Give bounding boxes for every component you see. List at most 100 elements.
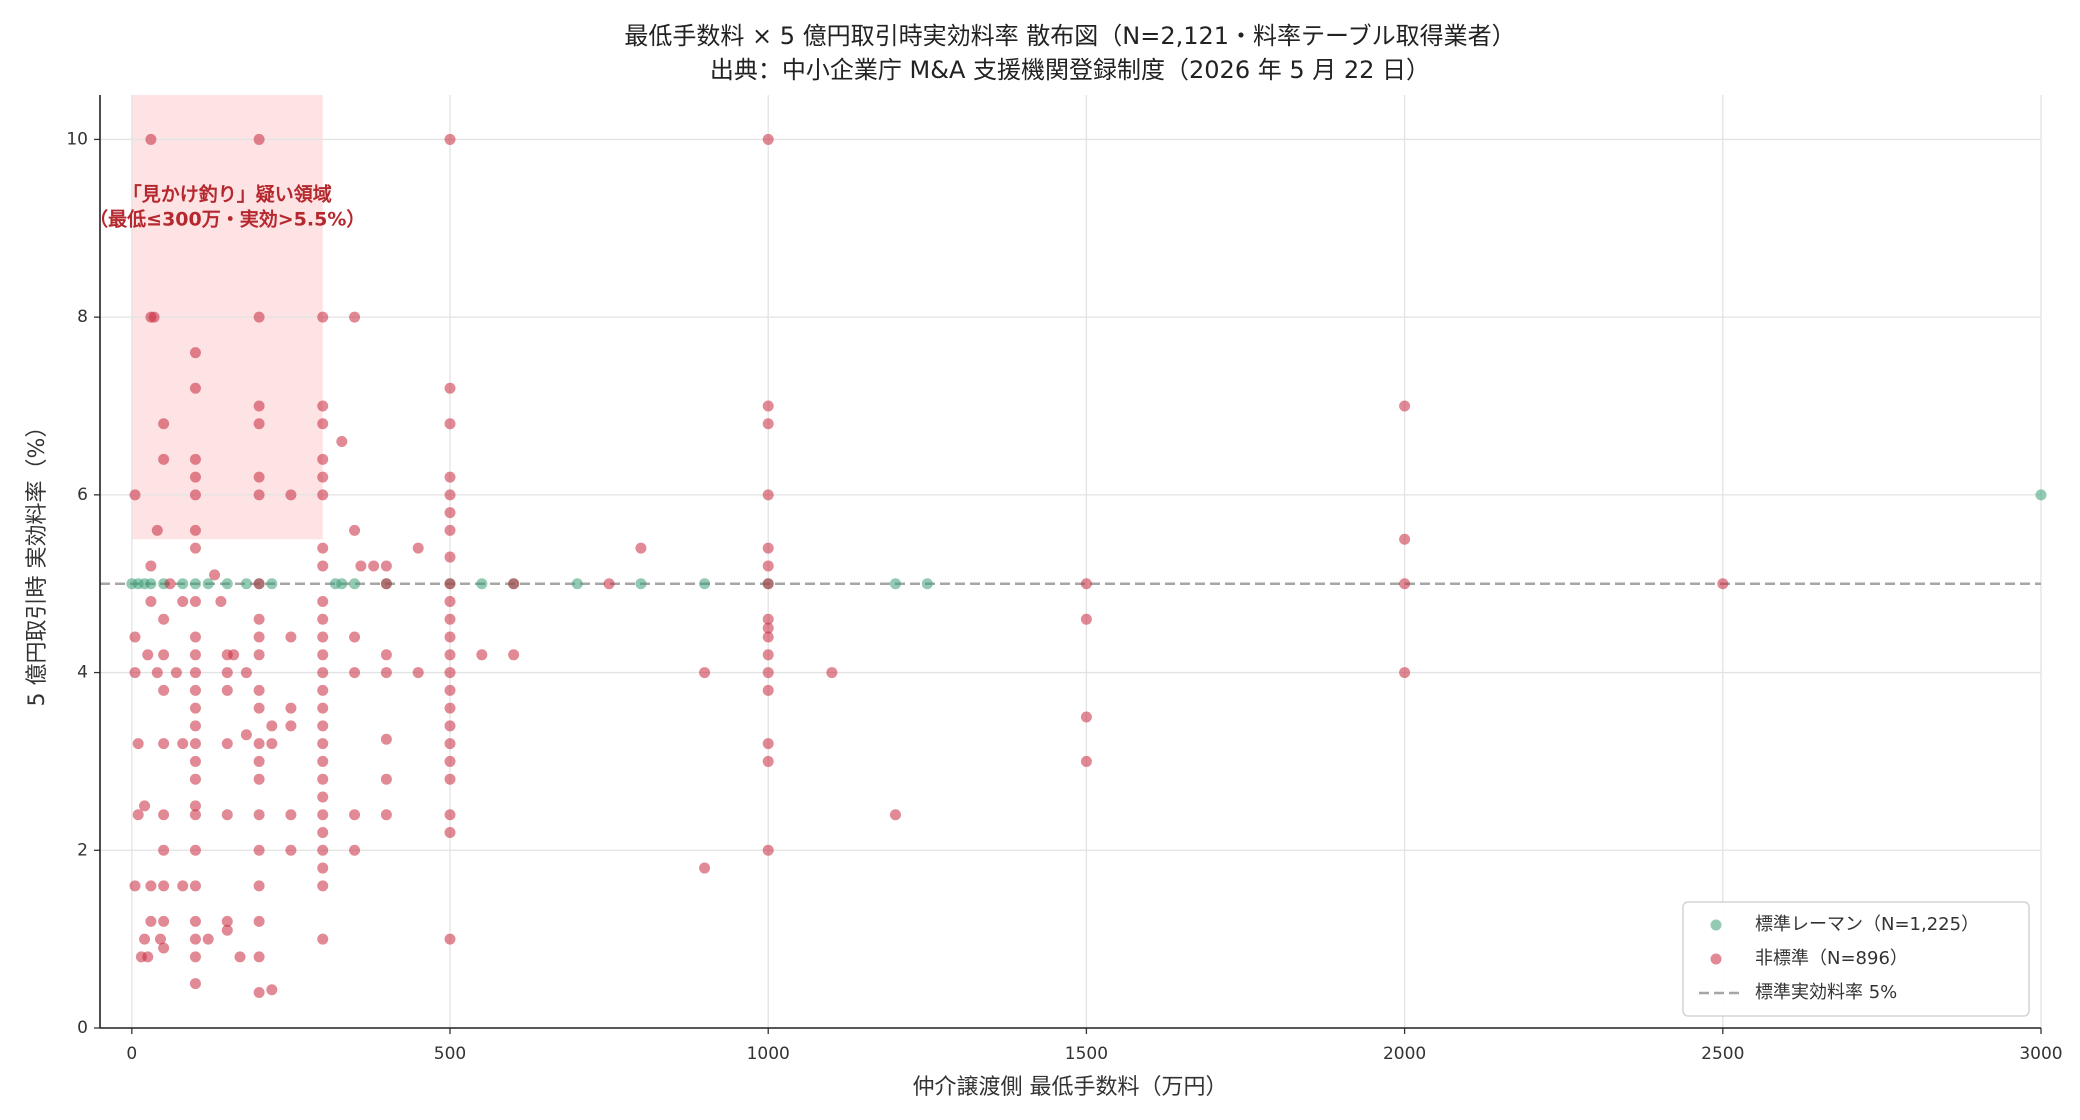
data-point: [444, 418, 456, 430]
data-point: [189, 542, 201, 554]
data-point: [215, 595, 227, 607]
data-point: [158, 649, 170, 661]
data-point: [635, 542, 647, 554]
data-point: [412, 667, 424, 679]
data-point: [253, 631, 265, 643]
data-point: [349, 631, 361, 643]
data-point: [476, 649, 488, 661]
data-point: [412, 542, 424, 554]
data-point: [1080, 613, 1092, 625]
data-point: [476, 578, 488, 590]
data-point: [158, 880, 170, 892]
data-point: [826, 667, 838, 679]
data-point: [189, 880, 201, 892]
data-point: [253, 684, 265, 696]
data-point: [762, 489, 774, 501]
data-point: [762, 684, 774, 696]
data-point: [317, 862, 329, 874]
data-point: [380, 667, 392, 679]
data-point: [380, 560, 392, 572]
data-point: [189, 755, 201, 767]
data-point: [221, 924, 233, 936]
x-axis-label: 仲介譲渡側 最低手数料（万円）: [913, 1075, 1228, 1100]
data-point: [1399, 533, 1411, 545]
data-point: [444, 933, 456, 945]
data-point: [253, 578, 265, 590]
data-point: [145, 595, 157, 607]
data-point: [129, 667, 141, 679]
data-point: [240, 667, 252, 679]
data-point: [317, 453, 329, 465]
data-point: [444, 133, 456, 145]
data-point: [317, 738, 329, 750]
data-point: [151, 524, 163, 536]
data-point: [285, 702, 297, 714]
data-point: [132, 809, 144, 821]
data-point: [253, 880, 265, 892]
legend-marker: [1710, 919, 1722, 931]
data-point: [189, 720, 201, 732]
data-point: [762, 542, 774, 554]
y-tick-label: 6: [77, 485, 88, 505]
data-point: [699, 667, 711, 679]
data-point: [189, 471, 201, 483]
data-point: [189, 578, 201, 590]
data-point: [189, 667, 201, 679]
data-point: [189, 649, 201, 661]
data-point: [253, 613, 265, 625]
data-point: [189, 773, 201, 785]
data-point: [266, 578, 278, 590]
data-point: [317, 880, 329, 892]
data-point: [285, 844, 297, 856]
data-point: [253, 418, 265, 430]
data-point: [349, 844, 361, 856]
data-point: [145, 133, 157, 145]
x-tick-label: 1000: [747, 1044, 790, 1064]
data-point: [253, 311, 265, 323]
data-point: [317, 667, 329, 679]
data-point: [380, 733, 392, 745]
data-point: [285, 631, 297, 643]
data-point: [444, 631, 456, 643]
data-point: [189, 844, 201, 856]
data-point: [253, 844, 265, 856]
data-point: [202, 578, 214, 590]
data-point: [253, 809, 265, 821]
data-point: [189, 382, 201, 394]
data-point: [177, 578, 189, 590]
data-point: [253, 915, 265, 927]
data-point: [129, 880, 141, 892]
data-point: [221, 809, 233, 821]
data-point: [253, 649, 265, 661]
data-point: [240, 729, 252, 741]
data-point: [253, 738, 265, 750]
data-point: [228, 649, 240, 661]
data-point: [253, 471, 265, 483]
data-point: [762, 613, 774, 625]
data-point: [158, 684, 170, 696]
data-point: [317, 418, 329, 430]
legend-label: 標準実効料率 5%: [1755, 982, 1897, 1003]
data-point: [317, 933, 329, 945]
data-point: [253, 400, 265, 412]
data-point: [1717, 578, 1729, 590]
data-point: [317, 311, 329, 323]
data-point: [132, 738, 144, 750]
data-point: [762, 738, 774, 750]
data-point: [158, 915, 170, 927]
data-point: [209, 569, 221, 581]
data-point: [317, 809, 329, 821]
x-tick-label: 3000: [2019, 1044, 2062, 1064]
data-point: [253, 133, 265, 145]
data-point: [317, 489, 329, 501]
data-point: [189, 631, 201, 643]
data-point: [317, 827, 329, 839]
data-point: [221, 915, 233, 927]
data-point: [444, 667, 456, 679]
data-point: [380, 809, 392, 821]
legend-label: 標準レーマン（N=1,225）: [1755, 914, 1979, 935]
data-point: [762, 400, 774, 412]
data-point: [234, 951, 246, 963]
data-point: [762, 649, 774, 661]
